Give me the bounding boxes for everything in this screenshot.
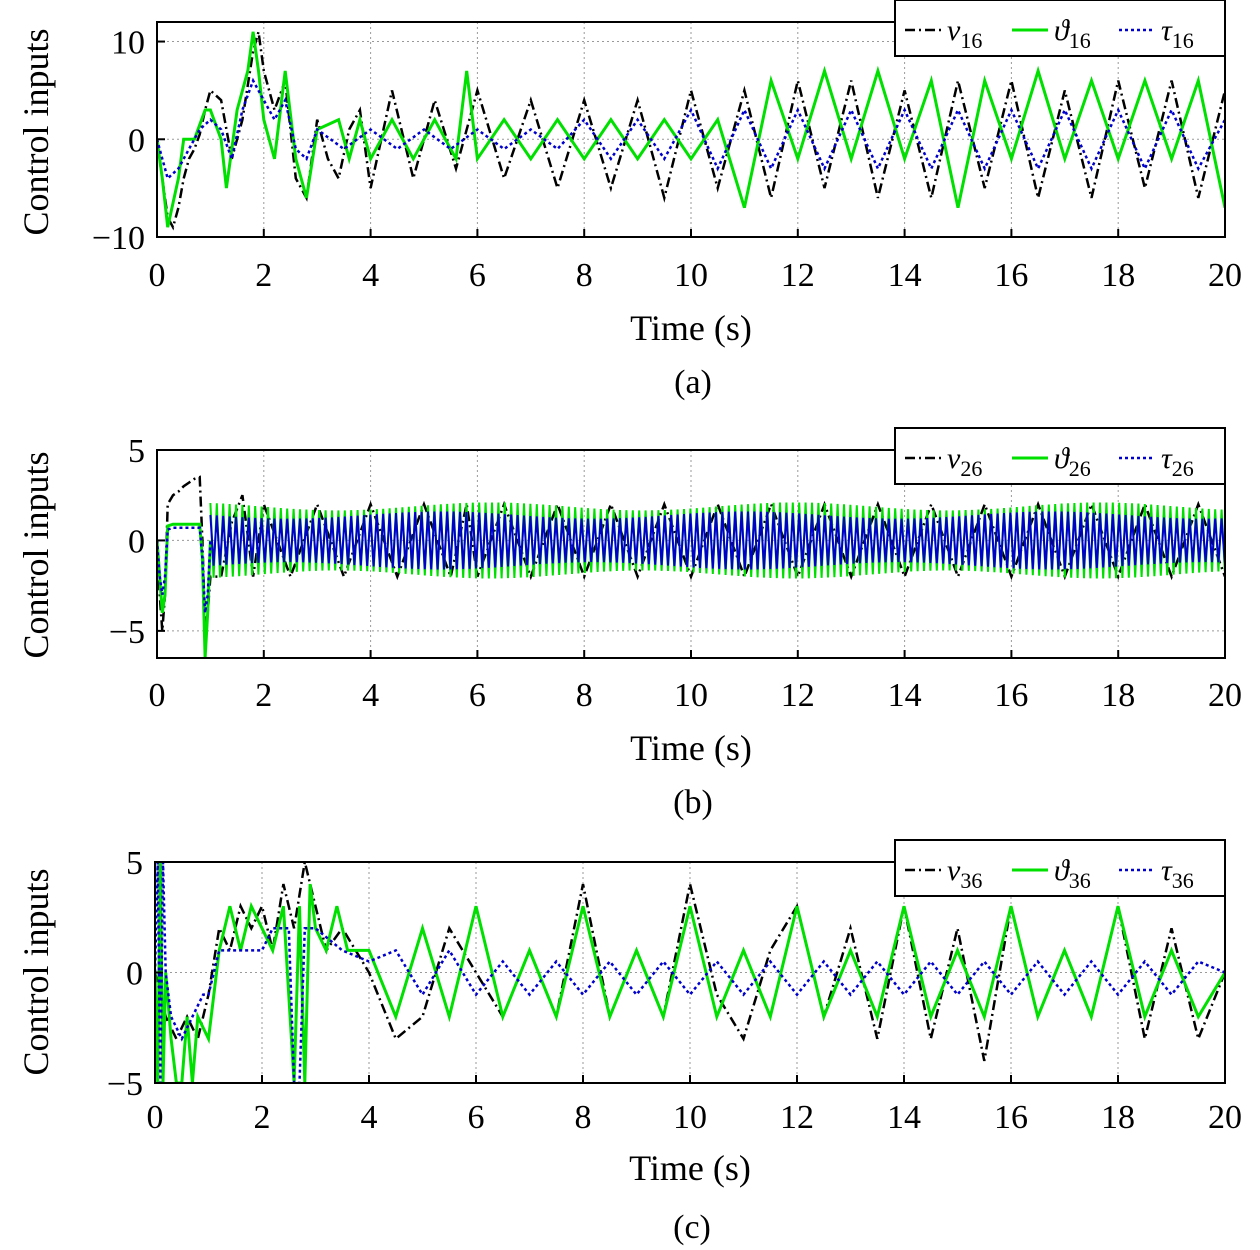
x-tick-label: 8 xyxy=(576,257,593,294)
x-tick-label: 0 xyxy=(149,257,166,294)
series-v36 xyxy=(155,862,1225,1062)
y-axis-label: Control inputs xyxy=(16,451,56,658)
series-τ16 xyxy=(157,77,1225,181)
series-band xyxy=(209,511,1225,570)
y-tick-label: −10 xyxy=(92,220,145,257)
y-tick-label: 5 xyxy=(126,845,143,882)
y-tick-label: −5 xyxy=(109,614,145,651)
panel-label: (b) xyxy=(673,784,713,821)
series-line xyxy=(155,862,1225,1062)
series-line xyxy=(155,862,1225,1083)
legend-box xyxy=(894,839,1226,897)
series-line xyxy=(157,77,1225,181)
y-tick-label: 0 xyxy=(126,956,143,993)
x-tick-label: 2 xyxy=(255,257,272,294)
plot-area xyxy=(157,31,1225,231)
x-tick-label: 16 xyxy=(994,1099,1028,1136)
x-tick-label: 14 xyxy=(888,257,922,294)
legend-box xyxy=(894,0,1226,57)
x-tick-label: 0 xyxy=(149,677,166,714)
x-tick-label: 12 xyxy=(781,677,815,714)
legend-entry: v26 xyxy=(947,442,982,481)
legend-entry: ϑ36 xyxy=(1054,854,1091,893)
series-line xyxy=(157,475,1225,632)
plot-area xyxy=(155,862,1225,1083)
x-tick-label: 16 xyxy=(994,677,1028,714)
x-tick-label: 10 xyxy=(673,1099,707,1136)
y-axis-label: Control inputs xyxy=(16,868,56,1075)
x-tick-label: 8 xyxy=(576,677,593,714)
x-tick-label: 18 xyxy=(1101,677,1135,714)
legend-box xyxy=(894,427,1226,485)
y-tick-label: −5 xyxy=(107,1066,143,1103)
legend-entry: τ36 xyxy=(1161,854,1194,893)
x-tick-label: 20 xyxy=(1208,677,1242,714)
series-ϑ16 xyxy=(157,31,1225,228)
x-tick-label: 14 xyxy=(888,677,922,714)
ticks: 0 2 4 6 8 10 12 14 16 18 20−505 xyxy=(107,845,1242,1136)
x-tick-label: 6 xyxy=(468,1099,485,1136)
series-line xyxy=(157,522,212,658)
ticks: 0 2 4 6 8 10 12 14 16 18 20−505 xyxy=(109,433,1242,714)
x-tick-label: 6 xyxy=(469,257,486,294)
y-tick-label: 10 xyxy=(111,25,145,62)
x-tick-label: 12 xyxy=(780,1099,814,1136)
legend-entry: ϑ16 xyxy=(1054,14,1091,53)
legend: v36 ϑ36 τ36 xyxy=(894,839,1226,897)
x-tick-label: 8 xyxy=(575,1099,592,1136)
series-line xyxy=(157,526,212,613)
legend-entry: τ16 xyxy=(1161,14,1194,53)
x-axis-label: Time (s) xyxy=(629,1148,751,1188)
legend-entry: v16 xyxy=(947,14,982,53)
y-tick-label: 5 xyxy=(128,433,145,470)
x-tick-label: 4 xyxy=(361,1099,378,1136)
series-τ26 xyxy=(157,511,1225,613)
y-axis-label: Control inputs xyxy=(16,28,56,235)
x-tick-label: 16 xyxy=(994,257,1028,294)
legend: v26 ϑ26 τ26 xyxy=(894,427,1226,485)
x-tick-label: 20 xyxy=(1208,1099,1242,1136)
x-tick-label: 2 xyxy=(254,1099,271,1136)
x-tick-label: 4 xyxy=(362,257,379,294)
x-tick-label: 4 xyxy=(362,677,379,714)
x-tick-label: 14 xyxy=(887,1099,921,1136)
panel-label: (c) xyxy=(673,1209,711,1246)
legend-entry: v36 xyxy=(947,854,982,893)
x-tick-label: 0 xyxy=(147,1099,164,1136)
series-line xyxy=(157,31,1225,231)
x-tick-label: 20 xyxy=(1208,257,1242,294)
x-tick-label: 2 xyxy=(255,677,272,714)
series-v26 xyxy=(157,475,1225,632)
x-axis-label: Time (s) xyxy=(630,308,752,348)
legend-entry: τ26 xyxy=(1161,442,1194,481)
x-tick-label: 18 xyxy=(1101,257,1135,294)
panel-label: (a) xyxy=(674,364,712,401)
series-v16 xyxy=(157,31,1225,231)
x-tick-label: 10 xyxy=(674,257,708,294)
y-tick-label: 0 xyxy=(128,523,145,560)
plot-area xyxy=(157,475,1225,658)
x-tick-label: 12 xyxy=(781,257,815,294)
x-tick-label: 6 xyxy=(469,677,486,714)
x-tick-label: 10 xyxy=(674,677,708,714)
legend: v16 ϑ16 τ16 xyxy=(894,0,1226,57)
x-axis-label: Time (s) xyxy=(630,728,752,768)
legend-entry: ϑ26 xyxy=(1054,442,1091,481)
series-line xyxy=(157,31,1225,228)
series-τ36 xyxy=(155,862,1225,1083)
y-tick-label: 0 xyxy=(128,122,145,159)
x-tick-label: 18 xyxy=(1101,1099,1135,1136)
